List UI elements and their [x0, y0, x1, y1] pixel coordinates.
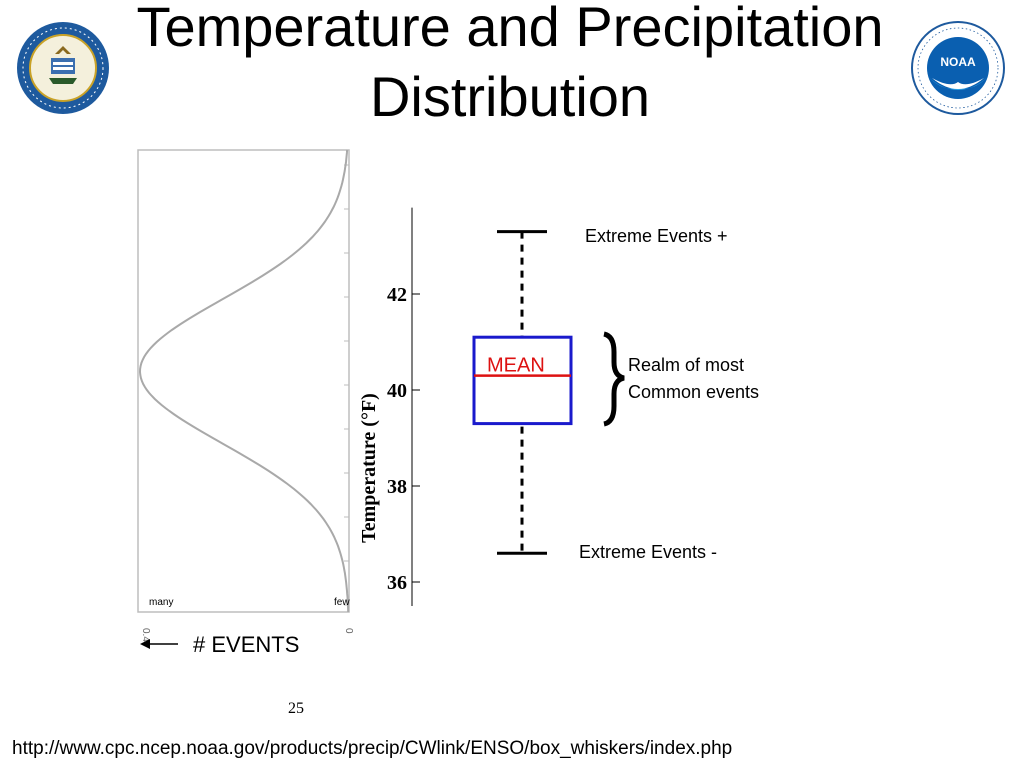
page-title: Temperature and Precipitation Distributi…	[90, 0, 930, 132]
distribution-panel: many few 0.4 0 # EVENTS	[137, 149, 354, 657]
distribution-curve	[138, 149, 350, 613]
y-tick-label: 38	[387, 476, 407, 498]
y-axis-label: Temperature (°F)	[358, 393, 380, 543]
y-tick-label: 36	[387, 572, 407, 594]
realm-label-line-1: Realm of most	[628, 355, 744, 375]
noaa-badge-text: NOAA	[940, 55, 976, 69]
extreme-low-label: Extreme Events -	[579, 542, 717, 562]
tick-label-right: 0	[343, 628, 354, 634]
distribution-frame	[137, 149, 350, 613]
title-line-1: Temperature and Precipitation	[136, 0, 884, 58]
distribution-tick-marks	[344, 164, 349, 606]
many-label: many	[149, 597, 173, 608]
interquartile-box	[472, 335, 573, 426]
department-of-commerce-seal-icon	[17, 22, 109, 114]
realm-label-line-2: Common events	[628, 382, 759, 402]
noaa-seal-icon: NOAA	[911, 21, 1005, 115]
brace-icon	[603, 331, 625, 427]
mean-label: MEAN	[487, 355, 545, 377]
few-label: few	[334, 597, 350, 608]
y-tick-label: 40	[387, 380, 407, 402]
events-arrow-icon	[140, 639, 178, 649]
source-url[interactable]: http://www.cpc.ncep.noaa.gov/products/pr…	[12, 738, 733, 759]
slide-number: 25	[288, 700, 304, 717]
y-axis-ticks: 36 38 40 42	[387, 284, 420, 594]
extreme-high-label: Extreme Events +	[585, 226, 728, 246]
events-label: # EVENTS	[193, 632, 299, 657]
title-line-2: Distribution	[369, 65, 651, 128]
tick-label-left: 0.4	[140, 628, 151, 642]
boxplot-panel: 36 38 40 42 Temperature (°F) MEAN Extreme E…	[358, 207, 759, 606]
y-tick-label: 42	[387, 284, 407, 306]
